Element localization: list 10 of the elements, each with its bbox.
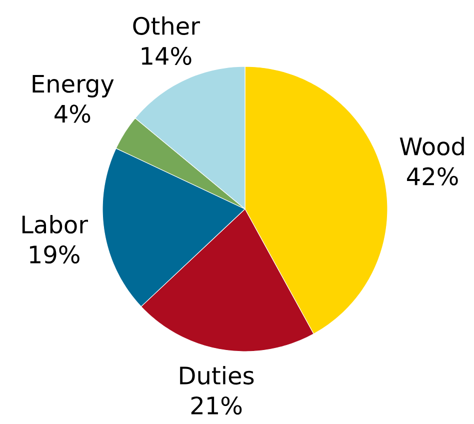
slice-label: Duties: [180, 366, 254, 385]
slice-label: Other: [133, 16, 200, 35]
slice-label: Labor: [22, 214, 88, 234]
data-label: 4%: [54, 104, 90, 123]
slice-label: Wood: [400, 136, 464, 156]
slice-label: Energy: [32, 74, 114, 98]
data-label: 21%: [191, 396, 242, 415]
data-label: 14%: [142, 46, 192, 65]
data-label: 19%: [30, 245, 80, 264]
data-label: 42%: [406, 167, 458, 186]
